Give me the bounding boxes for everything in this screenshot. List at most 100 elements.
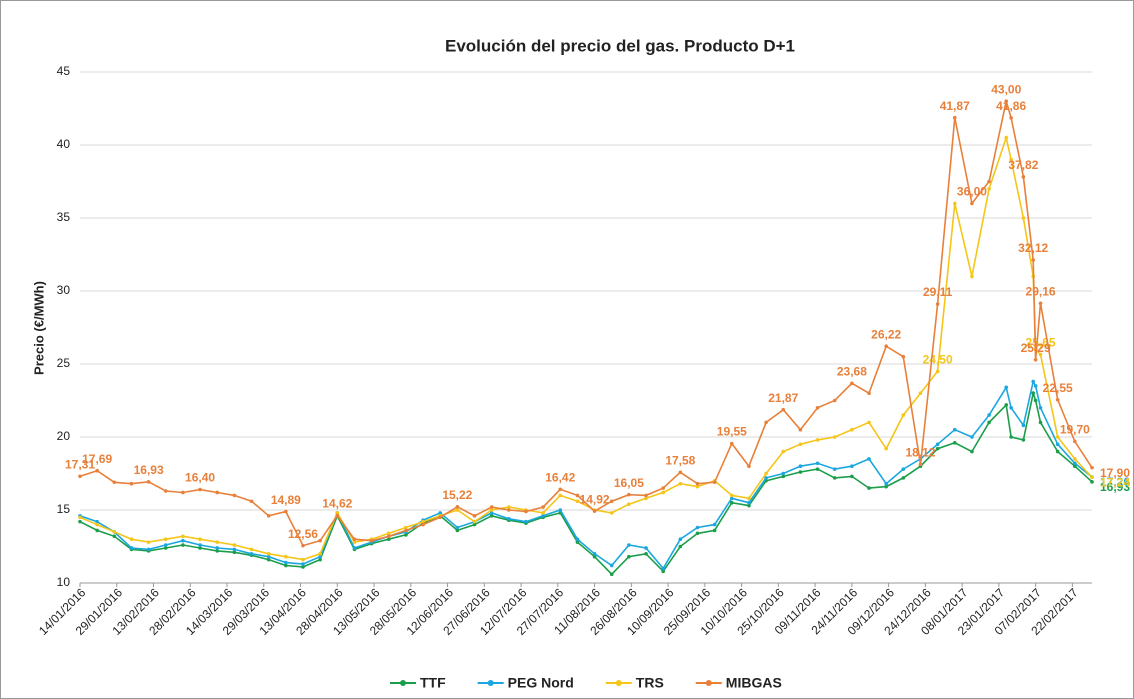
series-marker: [232, 547, 237, 552]
series-marker: [987, 420, 991, 425]
series-marker: [95, 519, 99, 524]
series-marker: [901, 413, 906, 417]
y-tick-label: 20: [57, 429, 71, 443]
series-marker: [678, 537, 683, 541]
series-marker: [489, 508, 494, 512]
series-marker: [850, 381, 854, 386]
series-marker: [404, 528, 408, 533]
value-label: 29,16: [1026, 284, 1056, 298]
series-marker: [232, 550, 237, 555]
chart-title: Evolución del precio del gas. Producto D…: [445, 36, 795, 55]
series-marker: [781, 471, 786, 476]
series-marker: [404, 533, 408, 537]
series-marker: [1031, 379, 1035, 384]
series-marker: [609, 499, 614, 504]
series-marker: [198, 537, 202, 541]
series-marker: [592, 552, 597, 556]
series-marker: [284, 554, 288, 559]
series-marker: [935, 302, 940, 306]
series-marker: [78, 515, 82, 520]
series-marker: [78, 474, 82, 479]
series-marker: [798, 427, 803, 432]
value-label: 14,89: [271, 493, 301, 507]
series-marker: [850, 464, 854, 469]
series-marker: [1055, 449, 1060, 454]
series-marker: [215, 490, 220, 495]
series-marker: [815, 467, 820, 471]
value-label: 24,50: [923, 352, 953, 366]
y-tick-label: 10: [57, 575, 71, 589]
series-marker: [404, 525, 408, 530]
series-marker: [661, 566, 665, 571]
series-marker: [1073, 464, 1077, 469]
series-marker: [935, 442, 940, 447]
series-marker: [1004, 135, 1009, 140]
series-marker: [592, 554, 597, 559]
series-marker: [301, 543, 305, 548]
value-label: 23,68: [837, 364, 867, 378]
series-marker: [524, 519, 528, 524]
series-marker: [1021, 423, 1026, 428]
series-marker: [129, 481, 134, 486]
series-marker: [1021, 175, 1026, 179]
series-marker: [266, 554, 271, 559]
series-marker: [1033, 398, 1038, 403]
series-marker: [266, 557, 271, 562]
series-marker: [455, 508, 460, 512]
series-marker: [661, 486, 665, 490]
series-marker: [1038, 406, 1043, 410]
value-label: 41,86: [996, 99, 1026, 113]
series-marker: [867, 457, 871, 461]
series-marker: [558, 493, 563, 498]
series-marker: [507, 505, 511, 509]
series-marker: [627, 492, 631, 497]
value-label: 32,12: [1018, 241, 1048, 255]
value-label: 29,11: [923, 285, 953, 299]
series-marker: [455, 504, 460, 509]
series-marker: [1004, 403, 1009, 407]
series-marker: [729, 493, 734, 498]
series-marker: [369, 538, 374, 543]
series-marker: [729, 441, 734, 446]
value-label: 16,93: [134, 463, 164, 477]
value-label: 17,58: [665, 454, 695, 468]
series-marker: [798, 464, 803, 469]
series-marker: [266, 514, 271, 518]
series-marker: [163, 489, 168, 493]
series-marker: [1090, 465, 1094, 470]
series-marker: [644, 546, 648, 550]
series-marker: [112, 480, 117, 485]
series-marker: [764, 420, 768, 425]
series-marker: [644, 493, 648, 498]
legend-label: PEG Nord: [508, 675, 574, 691]
value-label: 37,82: [1008, 158, 1038, 172]
series-marker: [146, 480, 151, 484]
series-marker: [935, 446, 940, 451]
series-marker: [1073, 439, 1077, 444]
series-marker: [524, 509, 528, 514]
series-marker: [181, 543, 185, 547]
series-marker: [884, 344, 888, 348]
series-marker: [78, 519, 82, 524]
series-marker: [507, 516, 511, 521]
series-marker: [181, 538, 185, 543]
y-tick-label: 30: [57, 283, 71, 297]
series-marker: [95, 528, 99, 533]
legend-swatch-marker: [705, 680, 712, 686]
value-label: 18,12: [905, 446, 935, 460]
series-marker: [970, 201, 974, 206]
series-marker: [815, 438, 820, 442]
series-marker: [181, 490, 185, 495]
series-marker: [489, 511, 494, 515]
series-marker: [729, 496, 734, 501]
series-marker: [249, 499, 254, 504]
series-marker: [1033, 384, 1038, 388]
value-label: 17,26: [1100, 475, 1130, 489]
value-label: 19,55: [717, 425, 747, 439]
y-tick-label: 45: [57, 64, 71, 78]
series-marker: [764, 471, 768, 476]
series-marker: [815, 461, 820, 466]
series-marker: [661, 569, 665, 574]
series-marker: [867, 486, 871, 490]
series-marker: [952, 201, 957, 206]
